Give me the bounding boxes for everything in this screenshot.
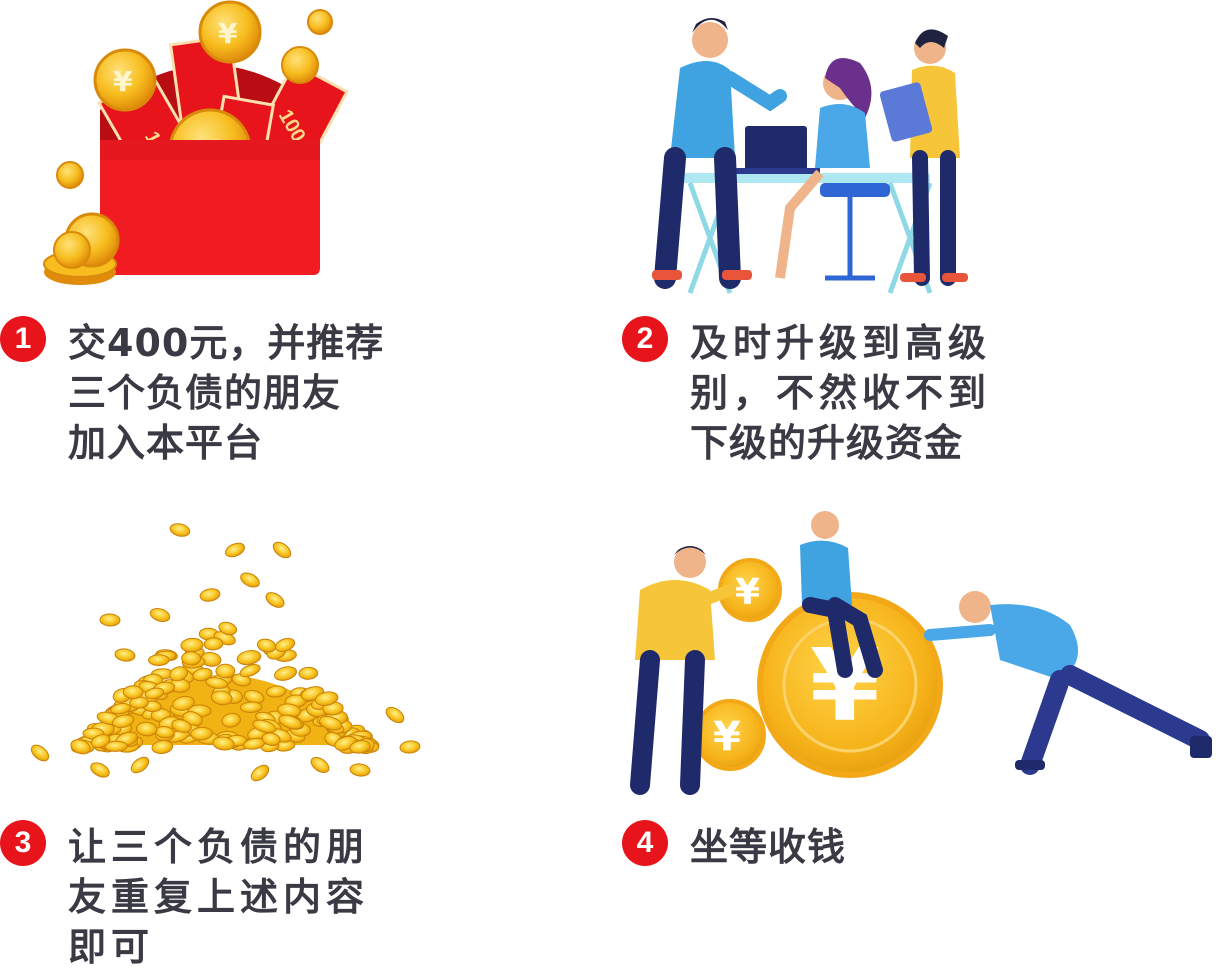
- gold-coin: [239, 664, 261, 678]
- gold-coin: [399, 740, 421, 754]
- gold-coin: [221, 712, 241, 728]
- step-line: 别，不然收不到: [690, 371, 992, 415]
- gold-coin: [215, 663, 236, 679]
- gold-coin: [171, 719, 192, 733]
- man-holding-coin: [630, 546, 736, 795]
- gold-coin: [272, 541, 292, 559]
- step-line: 交400元，并推荐: [68, 321, 385, 365]
- gold-coin: [250, 764, 270, 782]
- laptop: [745, 126, 807, 171]
- office-meeting-illustration: [630, 8, 990, 298]
- svg-text:¥: ¥: [735, 572, 760, 613]
- gold-coin: [261, 732, 281, 746]
- gold-coin: [181, 651, 202, 666]
- gold-coin: [265, 685, 287, 698]
- gold-coin: [144, 687, 165, 700]
- gold-coin: [236, 650, 262, 666]
- gold-coin: [349, 763, 371, 777]
- man-sitting-on-coin: [800, 511, 883, 678]
- man-with-clipboard: [879, 29, 968, 286]
- gold-coin: [135, 721, 158, 737]
- step-line: 及时升级到高级: [690, 321, 992, 365]
- step-description: 交400元，并推荐 三个负债的朋友 加入本平台: [68, 318, 384, 468]
- gold-coin: [298, 666, 319, 680]
- step-4: 4 坐等收钱: [622, 820, 846, 872]
- gold-coin: [239, 701, 263, 713]
- step-line: 友重复上述内容: [68, 875, 370, 919]
- gold-coin: [169, 666, 189, 682]
- step-1: 1 交400元，并推荐 三个负债的朋友 加入本平台: [0, 316, 384, 468]
- step-line: 让三个负债的朋: [68, 825, 370, 869]
- small-yuan-coin: ¥ ¥: [694, 558, 782, 771]
- step-2: 2 及时升级到高级 别，不然收不到 下级的升级资金: [622, 316, 991, 468]
- clipboard: [879, 82, 933, 142]
- gold-coin: [192, 667, 213, 682]
- red-envelope-illustration: 100 100 100 ¥ ¥ ¥: [30, 0, 370, 295]
- desk: [670, 173, 930, 183]
- step-number-badge: 1: [0, 316, 46, 362]
- gold-coin: [349, 740, 371, 754]
- step-3: 3 让三个负债的朋 友重复上述内容 即可: [0, 820, 369, 972]
- gold-coin: [210, 690, 233, 706]
- gold-coin: [110, 702, 131, 715]
- gold-coin: [310, 756, 330, 774]
- step-line: 坐等收钱: [690, 825, 847, 869]
- gold-coin: [314, 691, 339, 706]
- svg-text:¥: ¥: [113, 65, 133, 98]
- gold-coin: [205, 677, 229, 689]
- pushing-coin-illustration: ¥ ¥ ¥: [620, 510, 1216, 800]
- gold-coin: [172, 695, 195, 711]
- gold-coin: [90, 762, 110, 778]
- envelope-pocket: [100, 140, 320, 275]
- gold-coin: [149, 608, 171, 622]
- gold-coin: [385, 706, 405, 724]
- step-number-badge: 3: [0, 820, 46, 866]
- gold-coin: [111, 714, 135, 729]
- man-standing-left: [652, 17, 787, 289]
- gold-coin: [212, 736, 235, 751]
- gold-coin: [169, 523, 191, 537]
- gold-coin: [218, 621, 238, 636]
- gold-coin: [30, 744, 50, 762]
- gold-coin: [148, 654, 170, 666]
- man-pushing-coin: [924, 591, 1212, 775]
- gold-coin: [99, 613, 121, 627]
- step-number-badge: 4: [622, 820, 668, 866]
- gold-coin: [70, 739, 91, 755]
- gold-coin: [274, 637, 296, 653]
- step-line: 加入本平台: [68, 421, 264, 465]
- step-line: 下级的升级资金: [690, 421, 964, 465]
- step-description: 及时升级到高级 别，不然收不到 下级的升级资金: [690, 318, 991, 468]
- gold-coin: [114, 648, 136, 662]
- step-line: 三个负债的朋友: [68, 371, 342, 415]
- gold-coin: [203, 637, 224, 651]
- woman-sitting: [775, 58, 890, 281]
- step-line: 即可: [68, 925, 155, 969]
- gold-coin: [130, 756, 150, 774]
- svg-text:¥: ¥: [713, 714, 741, 760]
- gold-coin: [199, 588, 221, 602]
- step-description: 坐等收钱: [690, 822, 846, 872]
- gold-coin: [240, 572, 260, 588]
- gold-coin: [190, 726, 213, 741]
- gold-coin: [278, 714, 303, 730]
- gold-coin: [122, 685, 144, 700]
- step-description: 让三个负债的朋 友重复上述内容 即可: [68, 822, 369, 972]
- gold-coin: [91, 734, 111, 749]
- gold-coin: [318, 715, 343, 731]
- gold-coin: [104, 740, 128, 752]
- coin-stack: [43, 212, 120, 285]
- svg-text:¥: ¥: [218, 17, 238, 50]
- gold-coin: [252, 719, 277, 734]
- gold-coin: [265, 592, 285, 608]
- step-number-badge: 2: [622, 316, 668, 362]
- coin-pile-illustration: [20, 515, 430, 785]
- gold-coin: [274, 666, 297, 681]
- gold-coin: [225, 542, 245, 558]
